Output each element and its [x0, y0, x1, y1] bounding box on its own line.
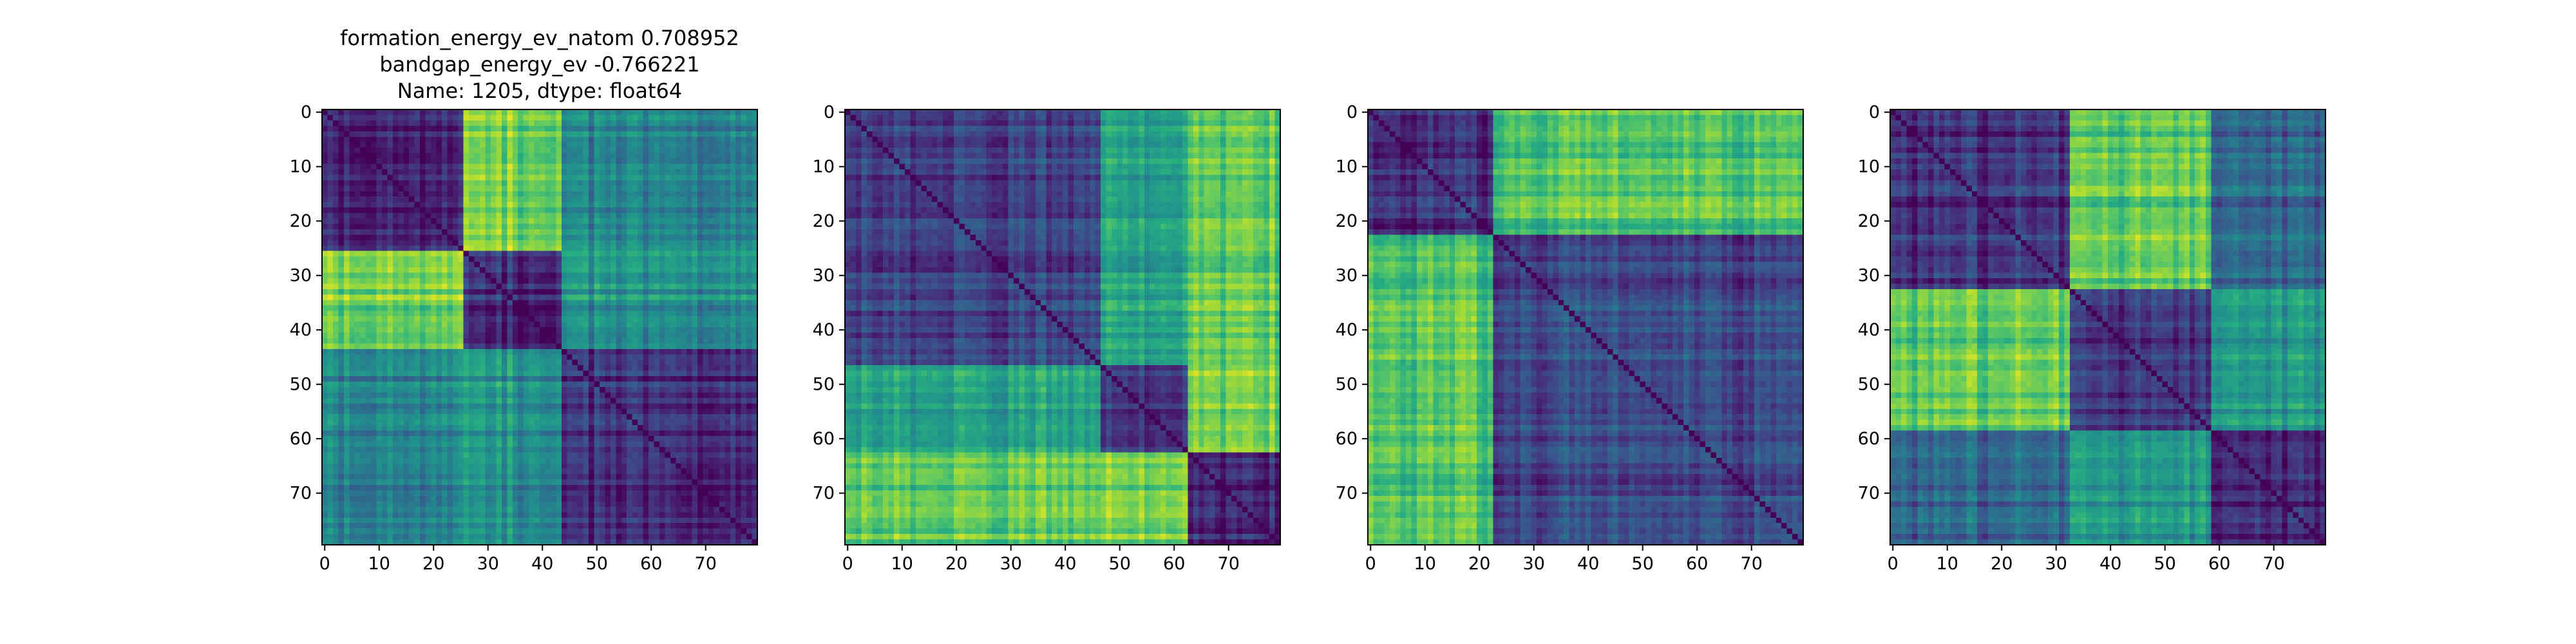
- heatmap-cells: [845, 109, 1280, 545]
- x-tick-label: 0: [1888, 554, 1899, 574]
- y-tick-label: 20: [813, 211, 835, 231]
- y-tick-label: 70: [290, 484, 312, 504]
- y-tick-label: 0: [1347, 102, 1358, 122]
- x-tick-label: 20: [422, 554, 444, 574]
- y-tick-label: 30: [813, 266, 835, 286]
- y-tick-label: 0: [1869, 102, 1880, 122]
- x-tick-label: 40: [531, 554, 553, 574]
- y-tick-label: 40: [813, 320, 835, 340]
- y-tick-label: 40: [1858, 320, 1880, 340]
- x-tick-label: 70: [695, 554, 717, 574]
- x-tick-label: 60: [1686, 554, 1708, 574]
- title-line-3: Name: 1205, dtype: float64: [397, 79, 683, 103]
- y-tick-label: 50: [1858, 375, 1880, 395]
- y-tick-label: 30: [1336, 266, 1358, 286]
- y-tick-label: 30: [290, 266, 312, 286]
- y-tick-label: 70: [1858, 484, 1880, 504]
- y-tick-label: 60: [1336, 429, 1358, 449]
- heatmap-panel-1: 0 10 20 30 40 50 60 70 0 10 20 30 40 50 60 70: [290, 102, 758, 574]
- y-tick-label: 50: [1336, 375, 1358, 395]
- x-tick-label: 30: [2045, 554, 2067, 574]
- x-tick-label: 30: [1523, 554, 1545, 574]
- x-tick-label: 20: [1468, 554, 1490, 574]
- y-tick-label: 60: [813, 429, 835, 449]
- title-line-1: formation_energy_ev_natom 0.708952: [340, 26, 739, 50]
- heatmap-panel-4: 0 10 20 30 40 50 60 70 0 10 20 30 40 50 60 70: [1858, 102, 2326, 574]
- x-tick-label: 30: [1000, 554, 1022, 574]
- x-tick-label: 50: [2154, 554, 2176, 574]
- y-tick-label: 10: [1858, 157, 1880, 177]
- x-tick-label: 60: [1163, 554, 1185, 574]
- y-tick-label: 70: [813, 484, 835, 504]
- title-line-2: bandgap_energy_ev -0.766221: [379, 52, 699, 77]
- y-tick-label: 20: [1336, 211, 1358, 231]
- y-tick-label: 70: [1336, 484, 1358, 504]
- x-tick-label: 0: [842, 554, 853, 574]
- y-tick-label: 60: [290, 429, 312, 449]
- x-tick-label: 50: [1632, 554, 1654, 574]
- y-tick-label: 10: [1336, 157, 1358, 177]
- x-tick-label: 10: [1937, 554, 1958, 574]
- x-tick-label: 40: [1577, 554, 1599, 574]
- x-tick-label: 50: [1109, 554, 1131, 574]
- x-tick-label: 60: [640, 554, 662, 574]
- y-tick-label: 30: [1858, 266, 1880, 286]
- y-tick-label: 0: [301, 102, 312, 122]
- x-tick-label: 70: [1741, 554, 1763, 574]
- x-tick-label: 50: [586, 554, 608, 574]
- x-tick-label: 70: [2263, 554, 2285, 574]
- y-tick-label: 40: [1336, 320, 1358, 340]
- y-tick-label: 20: [1858, 211, 1880, 231]
- y-tick-label: 50: [813, 375, 835, 395]
- heatmap-panel-2: 0 10 20 30 40 50 60 70 0 10 20 30 40 50 60 70: [813, 102, 1281, 574]
- x-tick-label: 30: [477, 554, 499, 574]
- x-tick-label: 20: [945, 554, 967, 574]
- x-tick-label: 40: [2099, 554, 2121, 574]
- y-tick-label: 40: [290, 320, 312, 340]
- x-tick-label: 20: [1991, 554, 2012, 574]
- y-tick-label: 0: [824, 102, 835, 122]
- heatmap-cells: [322, 109, 757, 545]
- y-tick-label: 10: [290, 157, 312, 177]
- y-tick-label: 20: [290, 211, 312, 231]
- x-tick-label: 60: [2208, 554, 2230, 574]
- x-tick-label: 10: [891, 554, 913, 574]
- y-tick-label: 50: [290, 375, 312, 395]
- heatmap-cells: [1368, 109, 1803, 545]
- x-tick-label: 0: [319, 554, 330, 574]
- y-tick-label: 10: [813, 157, 835, 177]
- y-tick-label: 60: [1858, 429, 1880, 449]
- x-tick-label: 40: [1054, 554, 1076, 574]
- x-tick-label: 10: [1414, 554, 1436, 574]
- x-tick-label: 10: [368, 554, 390, 574]
- x-tick-label: 70: [1218, 554, 1240, 574]
- heatmap-cells: [1890, 109, 2325, 545]
- heatmap-panel-3: 0 10 20 30 40 50 60 70 0 10 20 30 40 50 60 70: [1336, 102, 1804, 574]
- x-tick-label: 0: [1365, 554, 1376, 574]
